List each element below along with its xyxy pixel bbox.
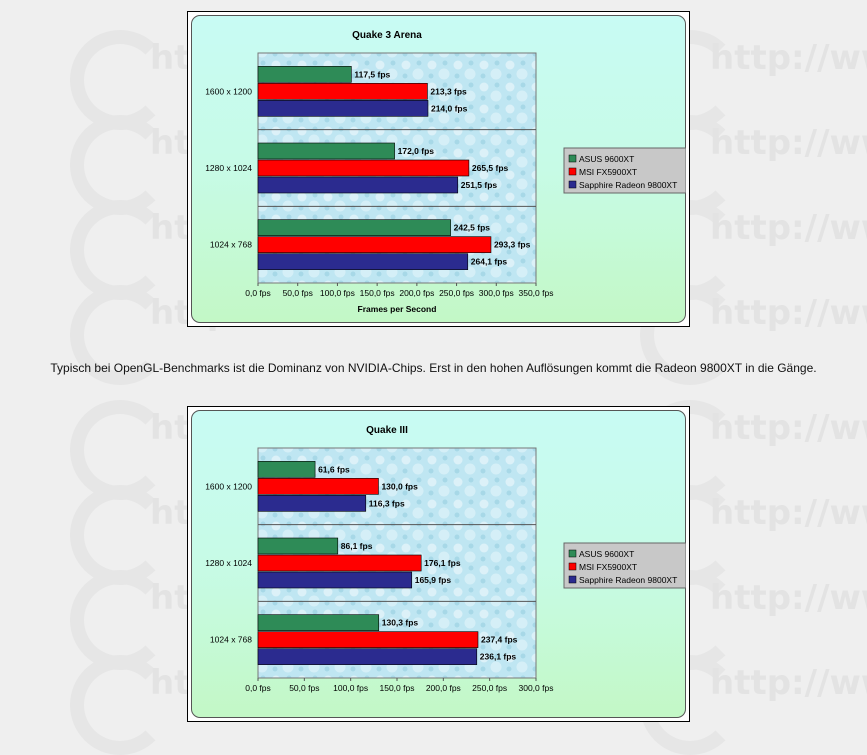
x-axis-label: Frames per Second [358, 304, 437, 314]
chart-quake3-arena: Quake 3 Arena 1600 x 1200 117,5 fps 213,3 f… [187, 11, 690, 327]
watermark-text: http://www [710, 663, 867, 703]
data-label: 116,3 fps [369, 498, 405, 508]
x-tick-label: 350,0 fps [519, 288, 554, 298]
chart-quake-iii: Quake III 1600 x 1200 61,6 fps 130,0 fps 116… [187, 406, 690, 722]
watermark-text: http://www [710, 578, 867, 618]
category-label: 1024 x 768 [210, 635, 252, 645]
watermark-ring [70, 30, 170, 130]
category-label: 1600 x 1200 [205, 481, 252, 491]
data-label: 165,9 fps [415, 575, 452, 585]
data-label: 237,4 fps [481, 635, 518, 645]
legend [563, 147, 686, 194]
category-label: 1600 x 1200 [205, 86, 252, 96]
watermark-ring [70, 400, 170, 500]
data-label: 86,1 fps [341, 541, 373, 551]
legend-swatch [568, 180, 577, 189]
x-tick-label: 250,0 fps [472, 683, 507, 693]
legend-swatch [568, 549, 577, 558]
watermark-ring [70, 570, 170, 670]
legend-label: ASUS 9600XT [579, 549, 634, 559]
watermark-text: http://www [710, 293, 867, 333]
data-label: 265,5 fps [472, 163, 509, 173]
data-label: 293,3 fps [494, 240, 531, 250]
watermark-ring [70, 655, 170, 755]
data-label: 130,0 fps [381, 481, 418, 491]
bar-msi-fx5900xt [257, 478, 379, 495]
legend-swatch [568, 575, 577, 584]
data-label: 117,5 fps [354, 69, 390, 79]
watermark-text: http://www [710, 123, 867, 163]
bar-sapphire-radeon-9800xt [257, 571, 413, 589]
bar-asus-9600xt [257, 142, 395, 160]
article-caption: Typisch bei OpenGL-Benchmarks ist die Do… [50, 361, 817, 375]
bar-asus-9600xt [257, 461, 316, 478]
x-tick-label: 200,0 fps [399, 288, 434, 298]
watermark-text: http://www [710, 493, 867, 533]
data-label: 172,0 fps [398, 146, 435, 156]
bar-msi-fx5900xt [257, 631, 479, 648]
x-tick-label: 50,0 fps [289, 683, 319, 693]
legend-label: Sapphire Radeon 9800XT [579, 575, 677, 585]
legend-swatch [568, 167, 577, 176]
category-label: 1280 x 1024 [205, 558, 252, 568]
data-label: 251,5 fps [461, 180, 498, 190]
category-label: 1280 x 1024 [205, 163, 252, 173]
legend-label: Sapphire Radeon 9800XT [579, 180, 677, 190]
x-tick-label: 300,0 fps [479, 288, 514, 298]
data-label: 130,3 fps [382, 618, 419, 628]
bar-msi-fx5900xt [257, 236, 492, 253]
chart-title: Quake 3 Arena [352, 30, 422, 41]
x-tick-label: 0,0 fps [245, 683, 271, 693]
bar-asus-9600xt [257, 537, 339, 555]
x-tick-label: 100,0 fps [320, 288, 355, 298]
chart-svg: Quake III 1600 x 1200 61,6 fps 130,0 fps 116… [205, 425, 686, 693]
data-label: 213,3 fps [430, 86, 467, 96]
watermark-text: http://www [710, 38, 867, 78]
x-tick-label: 150,0 fps [380, 683, 415, 693]
data-label: 61,6 fps [318, 464, 350, 474]
bar-sapphire-radeon-9800xt [257, 648, 478, 665]
bar-sapphire-radeon-9800xt [257, 100, 429, 117]
bar-msi-fx5900xt [257, 83, 428, 100]
legend-label: ASUS 9600XT [579, 154, 634, 164]
x-tick-label: 250,0 fps [439, 288, 474, 298]
chart-area: Quake 3 Arena 1600 x 1200 117,5 fps 213,3 f… [191, 15, 686, 323]
bar-asus-9600xt [257, 66, 352, 83]
chart-area: Quake III 1600 x 1200 61,6 fps 130,0 fps 116… [191, 410, 686, 718]
x-tick-label: 200,0 fps [426, 683, 461, 693]
bar-asus-9600xt [257, 219, 451, 236]
watermark-ring [70, 485, 170, 585]
data-label: 264,1 fps [471, 257, 508, 267]
watermark-text: http://www [710, 208, 867, 248]
legend-swatch [568, 562, 577, 571]
legend-label: MSI FX5900XT [579, 562, 637, 572]
bar-msi-fx5900xt [257, 159, 470, 177]
bar-sapphire-radeon-9800xt [257, 253, 469, 270]
data-label: 242,5 fps [454, 223, 491, 233]
x-tick-label: 300,0 fps [519, 683, 554, 693]
watermark-text: http://www [710, 408, 867, 448]
legend [563, 542, 686, 589]
bar-msi-fx5900xt [257, 554, 422, 572]
x-tick-label: 100,0 fps [333, 683, 368, 693]
chart-title: Quake III [366, 425, 408, 436]
chart-svg: Quake 3 Arena 1600 x 1200 117,5 fps 213,3 f… [205, 30, 686, 314]
bar-sapphire-radeon-9800xt [257, 176, 459, 194]
bar-asus-9600xt [257, 614, 380, 631]
watermark-ring [70, 115, 170, 215]
x-tick-label: 50,0 fps [283, 288, 313, 298]
data-label: 176,1 fps [424, 558, 461, 568]
watermark-ring [70, 200, 170, 300]
legend-label: MSI FX5900XT [579, 167, 637, 177]
x-tick-label: 0,0 fps [245, 288, 271, 298]
legend-swatch [568, 154, 577, 163]
bar-sapphire-radeon-9800xt [257, 495, 367, 512]
data-label: 214,0 fps [431, 103, 468, 113]
x-tick-label: 150,0 fps [360, 288, 395, 298]
category-label: 1024 x 768 [210, 240, 252, 250]
data-label: 236,1 fps [480, 652, 517, 662]
